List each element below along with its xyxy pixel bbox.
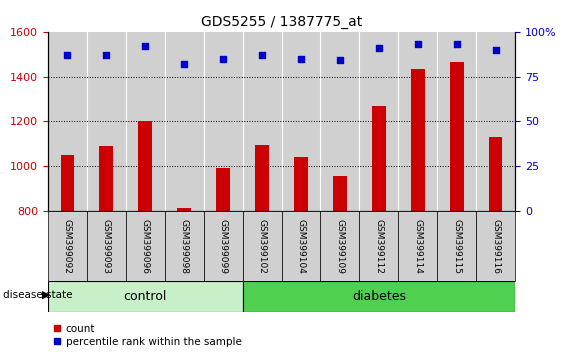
FancyBboxPatch shape bbox=[87, 211, 126, 281]
FancyBboxPatch shape bbox=[399, 211, 437, 281]
Point bbox=[452, 41, 461, 47]
Bar bbox=[48, 32, 87, 211]
FancyBboxPatch shape bbox=[243, 211, 282, 281]
Title: GDS5255 / 1387775_at: GDS5255 / 1387775_at bbox=[201, 16, 362, 29]
Bar bbox=[372, 105, 386, 211]
Point bbox=[257, 52, 266, 58]
Bar bbox=[320, 32, 359, 211]
Bar bbox=[450, 62, 463, 211]
FancyBboxPatch shape bbox=[437, 211, 476, 281]
Text: ▶: ▶ bbox=[42, 290, 51, 300]
Text: GSM399099: GSM399099 bbox=[218, 218, 227, 274]
Text: GSM399109: GSM399109 bbox=[336, 218, 345, 274]
FancyBboxPatch shape bbox=[165, 211, 204, 281]
Bar bbox=[437, 32, 476, 211]
Text: GSM399116: GSM399116 bbox=[491, 218, 500, 274]
Bar bbox=[282, 32, 320, 211]
FancyBboxPatch shape bbox=[243, 281, 515, 312]
Text: GSM399102: GSM399102 bbox=[257, 218, 266, 274]
Text: GSM399096: GSM399096 bbox=[141, 218, 150, 274]
Text: GSM399104: GSM399104 bbox=[297, 218, 306, 274]
FancyBboxPatch shape bbox=[320, 211, 359, 281]
Text: GSM399114: GSM399114 bbox=[413, 218, 422, 274]
FancyBboxPatch shape bbox=[48, 281, 243, 312]
FancyBboxPatch shape bbox=[359, 211, 399, 281]
FancyBboxPatch shape bbox=[204, 211, 243, 281]
Bar bbox=[255, 145, 269, 211]
Point bbox=[374, 45, 383, 51]
Bar bbox=[399, 32, 437, 211]
Bar bbox=[60, 155, 74, 211]
Bar bbox=[243, 32, 282, 211]
Bar bbox=[204, 32, 243, 211]
Bar bbox=[87, 32, 126, 211]
Point bbox=[297, 56, 306, 62]
Text: GSM399115: GSM399115 bbox=[452, 218, 461, 274]
Text: GSM399098: GSM399098 bbox=[180, 218, 189, 274]
Bar bbox=[177, 209, 191, 211]
Bar bbox=[138, 121, 152, 211]
Text: control: control bbox=[123, 290, 167, 303]
Text: GSM399092: GSM399092 bbox=[63, 218, 72, 274]
Bar bbox=[411, 69, 425, 211]
Bar bbox=[165, 32, 204, 211]
Point bbox=[102, 52, 111, 58]
Point bbox=[141, 43, 150, 49]
FancyBboxPatch shape bbox=[48, 211, 87, 281]
Legend: count, percentile rank within the sample: count, percentile rank within the sample bbox=[53, 324, 242, 347]
Point bbox=[63, 52, 72, 58]
Bar bbox=[489, 137, 503, 211]
Bar bbox=[100, 146, 113, 211]
Bar bbox=[126, 32, 165, 211]
Bar bbox=[333, 176, 347, 211]
FancyBboxPatch shape bbox=[282, 211, 320, 281]
Text: GSM399093: GSM399093 bbox=[102, 218, 111, 274]
Bar bbox=[216, 168, 230, 211]
Point bbox=[218, 56, 227, 62]
Text: disease state: disease state bbox=[3, 290, 72, 300]
Text: diabetes: diabetes bbox=[352, 290, 406, 303]
Bar bbox=[476, 32, 515, 211]
Bar bbox=[359, 32, 399, 211]
Bar bbox=[294, 157, 308, 211]
Point bbox=[180, 61, 189, 67]
Point bbox=[491, 47, 500, 53]
Point bbox=[336, 58, 345, 63]
Point bbox=[413, 41, 422, 47]
FancyBboxPatch shape bbox=[476, 211, 515, 281]
FancyBboxPatch shape bbox=[126, 211, 165, 281]
Text: GSM399112: GSM399112 bbox=[374, 218, 383, 274]
